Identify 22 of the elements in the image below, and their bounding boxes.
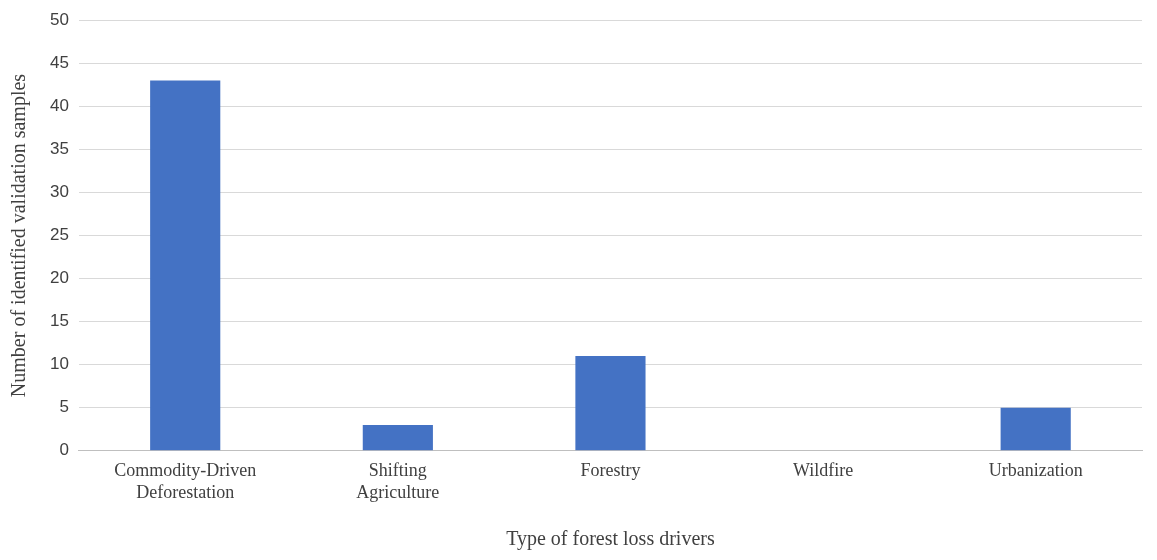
y-tick-label: 20 xyxy=(49,268,69,288)
y-tick-label: 25 xyxy=(49,225,69,245)
x-tick-label: Shifting Agriculture xyxy=(356,460,440,502)
y-tick-label: 45 xyxy=(49,52,69,72)
x-tick-label: Forestry xyxy=(580,460,641,481)
x-tick-label: Commodity-Driven Deforestation xyxy=(114,460,257,502)
bar xyxy=(1000,407,1071,451)
y-tick-label: 0 xyxy=(59,440,69,460)
y-tick-label: 5 xyxy=(59,397,69,417)
y-tick-label: 10 xyxy=(49,354,69,374)
bar xyxy=(362,424,433,451)
x-tick-label: Urbanization xyxy=(988,460,1083,481)
y-tick-label: 50 xyxy=(49,9,69,29)
bar xyxy=(150,80,221,451)
x-tick-label: Wildfire xyxy=(792,460,854,481)
y-tick-label: 15 xyxy=(49,311,69,331)
y-tick-label: 40 xyxy=(49,96,69,116)
x-axis-title: Type of forest loss drivers xyxy=(506,527,715,551)
bar xyxy=(575,356,646,451)
y-tick-label: 35 xyxy=(49,139,69,159)
y-tick-label: 30 xyxy=(49,182,69,202)
y-axis-title: Number of identified validation samples xyxy=(7,73,31,398)
